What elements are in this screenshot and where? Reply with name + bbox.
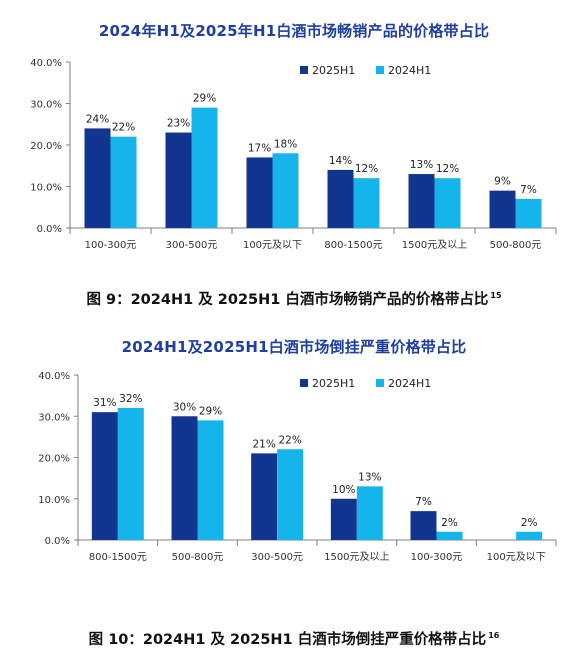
data-label: 14%: [329, 155, 352, 167]
data-label: 23%: [167, 118, 190, 130]
legend-swatch-2025h1: [300, 66, 308, 74]
bar-2025h1: [84, 128, 111, 228]
data-label: 24%: [86, 113, 109, 125]
x-tick-label: 100元及以下: [243, 239, 302, 251]
chart-1-caption: 图 9：2024H1 及 2025H1 白酒市场畅销产品的价格带占比 15: [0, 288, 588, 309]
data-label: 13%: [358, 471, 381, 483]
data-label: 32%: [119, 393, 142, 405]
chart-1-caption-text: 图 9：2024H1 及 2025H1 白酒市场畅销产品的价格带占比: [86, 292, 489, 308]
data-label: 21%: [252, 438, 275, 450]
data-label: 13%: [410, 159, 433, 171]
data-label: 18%: [274, 138, 297, 150]
data-label: 22%: [112, 122, 135, 134]
chart-2-caption-text: 图 10：2024H1 及 2025H1 白酒市场倒挂严重价格带占比: [88, 632, 487, 648]
y-tick-label: 20.0%: [30, 141, 62, 152]
bar-2024h1: [110, 136, 137, 228]
legend-swatch-2024h1: [376, 66, 384, 74]
bar-2025h1: [251, 453, 278, 540]
y-tick-label: 10.0%: [30, 183, 62, 194]
bar-2024h1: [515, 198, 542, 228]
legend-label: 2024H1: [388, 377, 431, 390]
x-tick-label: 300-500元: [251, 552, 303, 563]
y-tick-label: 40.0%: [38, 371, 70, 382]
bar-2024h1: [516, 531, 543, 540]
x-tick-label: 500-800元: [490, 240, 542, 251]
chart-2-plot: 0.0% 10.0% 20.0% 30.0% 40.0% 31% 32% 800-1500元 3…: [38, 371, 557, 563]
bar-2024h1: [434, 178, 461, 228]
y-tick-label: 40.0%: [30, 58, 62, 69]
x-tick-label: 300-500元: [166, 240, 218, 251]
chart-2-caption-ref: 16: [488, 631, 500, 641]
bar-2025h1: [330, 498, 357, 540]
bar-2025h1: [410, 511, 437, 540]
bar-2024h1: [197, 420, 224, 540]
bar-2025h1: [171, 416, 198, 540]
x-tick-label: 100元及以下: [487, 551, 546, 563]
data-label: 12%: [436, 163, 459, 175]
chart-1-caption-ref: 15: [490, 291, 502, 301]
data-label: 31%: [93, 397, 116, 409]
data-label: 2%: [441, 517, 458, 529]
bar-2025h1: [327, 169, 354, 228]
x-tick-label: 1500元及以上: [402, 239, 467, 251]
chart-1-plot: 0.0% 10.0% 20.0% 30.0% 40.0% 24%22% 100-300元 23…: [30, 58, 557, 251]
bar-2025h1: [91, 412, 118, 540]
data-label: 2%: [521, 517, 538, 529]
legend-label: 2025H1: [312, 377, 355, 390]
data-label: 17%: [248, 142, 271, 154]
bar-2024h1: [356, 486, 383, 540]
bar-2024h1: [436, 531, 463, 540]
chart-2-caption: 图 10：2024H1 及 2025H1 白酒市场倒挂严重价格带占比 16: [0, 628, 588, 649]
legend-swatch-2025h1: [300, 379, 308, 387]
legend-label: 2025H1: [312, 64, 355, 77]
y-tick-label: 0.0%: [45, 536, 70, 547]
data-label: 29%: [193, 93, 216, 105]
y-tick-label: 10.0%: [38, 495, 70, 506]
y-tick-label: 0.0%: [37, 224, 62, 235]
x-tick-label: 1500元及以上: [324, 551, 389, 563]
bar-2025h1: [489, 190, 516, 228]
y-tick-label: 20.0%: [38, 454, 70, 465]
x-tick-label: 100-300元: [85, 240, 137, 251]
y-tick-label: 30.0%: [30, 100, 62, 111]
bar-2025h1: [246, 157, 273, 228]
legend-swatch-2024h1: [376, 379, 384, 387]
bar-2025h1: [165, 132, 192, 228]
data-label: 10%: [332, 484, 355, 496]
data-label: 7%: [415, 496, 432, 508]
bar-2024h1: [277, 449, 304, 540]
data-label: 22%: [278, 434, 301, 446]
legend-label: 2024H1: [388, 64, 431, 77]
bar-2024h1: [117, 408, 144, 540]
chart-1-title: 2024年H1及2025年H1白酒市场畅销产品的价格带占比: [98, 22, 490, 40]
data-label: 9%: [494, 176, 511, 188]
x-tick-label: 800-1500元: [324, 240, 382, 251]
y-tick-label: 30.0%: [38, 412, 70, 423]
chart-2-title: 2024H1及2025H1白酒市场倒挂严重价格带占比: [121, 338, 467, 356]
x-tick-label: 800-1500元: [89, 552, 147, 563]
bar-2024h1: [191, 107, 218, 228]
bar-2025h1: [408, 174, 435, 228]
data-label: 7%: [520, 184, 537, 196]
x-tick-label: 100-300元: [411, 552, 463, 563]
x-tick-label: 500-800元: [172, 552, 224, 563]
data-label: 12%: [355, 163, 378, 175]
bar-2024h1: [272, 153, 299, 228]
bar-2024h1: [353, 178, 380, 228]
data-label: 29%: [199, 405, 222, 417]
data-label: 30%: [173, 401, 196, 413]
